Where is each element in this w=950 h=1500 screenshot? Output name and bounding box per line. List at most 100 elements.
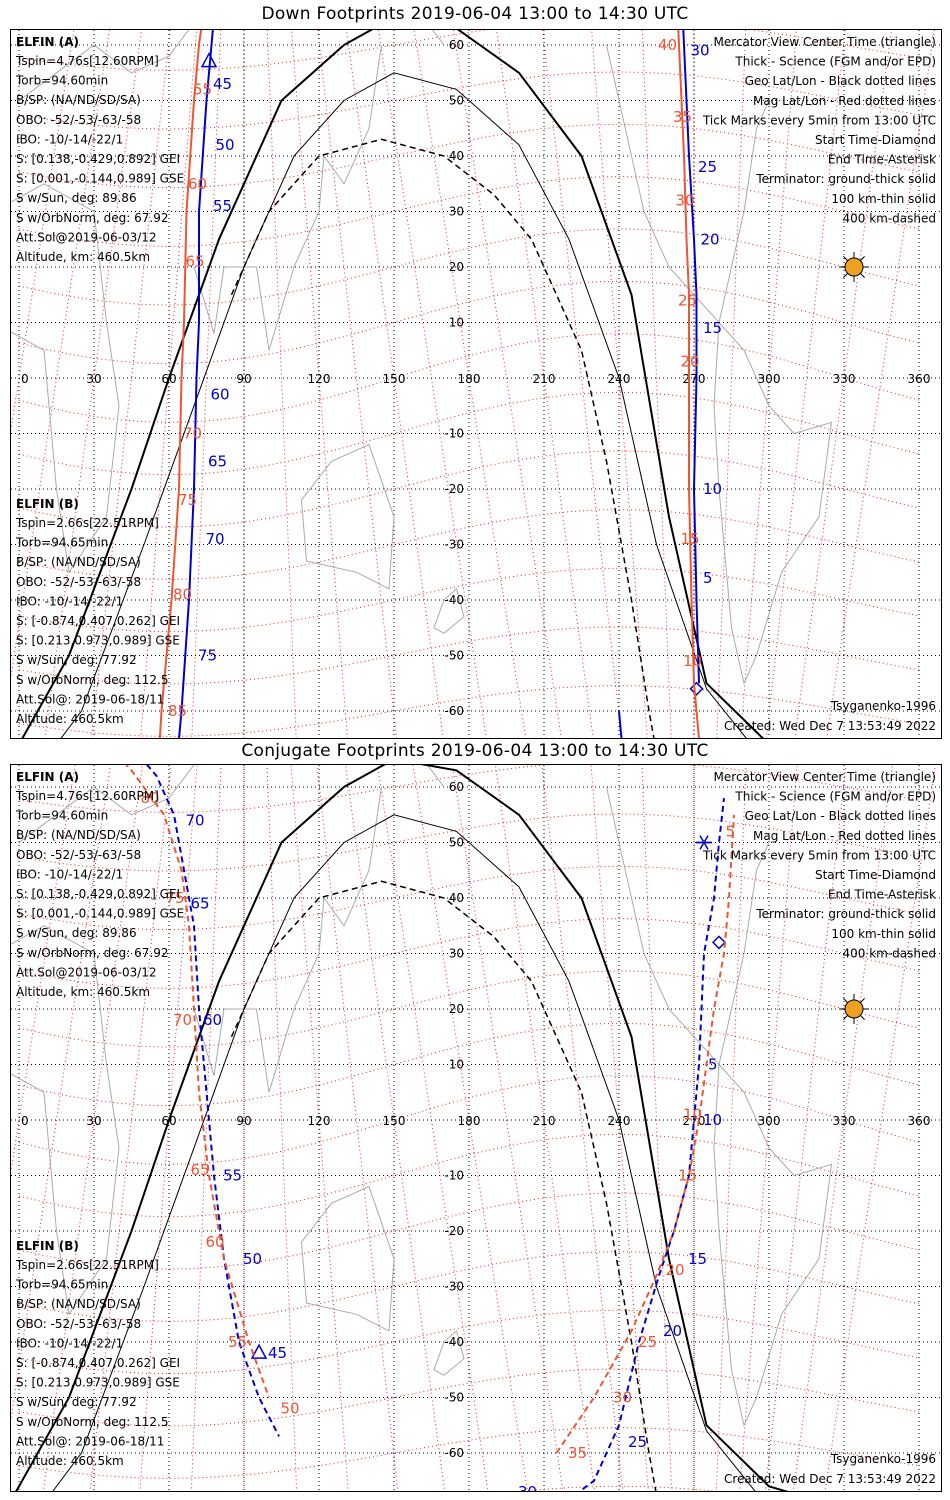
mag-lon-line (316, 765, 399, 1491)
elfin-b-tick-label: 35 (673, 108, 692, 126)
elfin-b-info-line: B/SP: (NA/ND/SD/SA) (16, 555, 141, 569)
x-tick-label: 150 (383, 372, 406, 386)
elfin-b-tick-label: 25 (678, 291, 697, 309)
legend-line: Geo Lat/Lon - Black dotted lines (745, 809, 936, 823)
elfin-b-info-line: Att.Sol@: 2019-06-18/11 (16, 692, 164, 706)
coastline (433, 587, 465, 634)
elfin-a-info-line: S: [0.138,-0.429,0.892] GEI (16, 152, 180, 166)
y-tick-label: -20 (444, 1224, 464, 1238)
sun-ray (843, 273, 848, 278)
legend-line: 400 km-dashed (842, 211, 936, 225)
x-tick-label: 240 (608, 1114, 631, 1128)
y-tick-label: 50 (449, 94, 464, 108)
elfin-b-tick-label: 80 (141, 789, 160, 807)
x-tick-label: 270 (683, 1114, 706, 1128)
legend-line: Thick - Science (FGM and/or EPD) (734, 55, 936, 69)
elfin-a-info-line: Att.Sol@2019-06-03/12 (16, 965, 157, 979)
elfin-b-tick-label: 60 (188, 175, 207, 193)
elfin-a-info-line: B/SP: (NA/ND/SD/SA) (16, 93, 141, 107)
elfin-b-tick-label: 10 (683, 1105, 702, 1123)
model-credit: Tsyganenko-1996 (830, 1452, 936, 1466)
elfin-a-track (578, 797, 725, 1491)
legend-line: Mercator View Center Time (triangle) (714, 770, 936, 784)
elfin-b-info-line: OBO: -52/-53/-63/-58 (16, 575, 141, 589)
elfin-b-info-line: IBO: -10/-14/-22/1 (16, 1336, 123, 1350)
center-triangle-icon (200, 52, 218, 68)
elfin-b-tick-label: 55 (193, 80, 212, 98)
elfin-a-tick-label: 10 (703, 1111, 722, 1129)
x-tick-label: 180 (458, 1114, 481, 1128)
sun-disk (844, 999, 864, 1019)
elfin-a-tick-label: 50 (243, 1250, 262, 1268)
elfin-a-info-line: S w/OrbNorm, deg: 67.92 (16, 211, 168, 225)
coastline (713, 322, 833, 685)
elfin-a-info-line: S: [0.138,-0.429,0.892] GEI (16, 887, 180, 901)
elfin-a-tick-label: 10 (703, 480, 722, 498)
sun-ray (860, 998, 865, 1003)
center-triangle-icon (250, 1343, 268, 1359)
elfin-b-info-line: Tspin=2.66s[22.51RPM] (15, 1258, 159, 1272)
coastline (606, 786, 770, 1066)
y-tick-label: 40 (449, 149, 464, 163)
elfin-b-track (158, 30, 203, 738)
elfin-b-info-line: Torb=94.65min (15, 536, 108, 550)
mag-lat-line (18, 626, 920, 685)
elfin-a-info-line: Altitude, km: 460.5km (16, 985, 150, 999)
elfin-a-tick-label: 5 (708, 1056, 718, 1074)
coastline (301, 443, 395, 590)
x-tick-label: 150 (383, 1114, 406, 1128)
x-tick-label: 180 (458, 372, 481, 386)
elfin-b-tick-label: 80 (173, 585, 192, 603)
elfin-b-tick-label: 10 (683, 652, 702, 670)
elfin-b-info-line: S w/OrbNorm, deg: 112.5 (16, 673, 168, 687)
sun-ray (860, 1015, 865, 1020)
x-tick-label: 330 (833, 372, 856, 386)
elfin-a-tick-label: 50 (216, 136, 235, 154)
mag-lon-line (90, 30, 171, 738)
legend-line: Start Time-Diamond (815, 133, 936, 147)
elfin-b-tick-label: 20 (666, 1261, 685, 1279)
elfin-a-tick-label: 45 (213, 75, 232, 93)
coastlines (11, 30, 833, 685)
elfin-a-track (618, 710, 623, 738)
elfin-b-tick-label: 40 (658, 36, 677, 54)
x-tick-label: 0 (21, 1114, 29, 1128)
geo-grid (11, 30, 941, 738)
x-tick-label: 240 (608, 372, 631, 386)
mag-lon-line (641, 765, 673, 1491)
elfin-b-info-line: Tspin=2.66s[22.51RPM] (15, 516, 159, 530)
sun-ray (843, 256, 848, 261)
y-tick-label: -10 (444, 1169, 464, 1183)
elfin-b-tick-label: 15 (681, 530, 700, 548)
elfin-b-info-line: IBO: -10/-14/-22/1 (16, 594, 123, 608)
elfin-a-tick-label: 65 (208, 452, 227, 470)
panel-title-down: Down Footprints 2019-06-04 13:00 to 14:3… (261, 4, 689, 24)
elfin-b-heading: ELFIN (B) (16, 497, 79, 511)
elfin-a-info-line: S: [0.001,-0.144,0.989] GSE (16, 907, 184, 921)
mag-lon-line (541, 765, 624, 1491)
elfin-b-tick-label: 35 (568, 1444, 587, 1462)
x-tick-label: 60 (161, 1114, 176, 1128)
elfin-a-tick-label: 5 (703, 569, 713, 587)
elfin-b-info-line: Torb=94.65min (15, 1278, 108, 1292)
x-tick-label: 300 (758, 372, 781, 386)
elfin-a-tick-label: 20 (663, 1322, 682, 1340)
elfin-a-tick-label: 25 (698, 158, 717, 176)
y-tick-label: -60 (444, 704, 464, 718)
x-tick-label: 120 (308, 372, 331, 386)
elfin-a-info-line: Att.Sol@2019-06-03/12 (16, 230, 157, 244)
elfin-a-tick-label: 45 (268, 1344, 287, 1362)
mag-lat-line (18, 1192, 920, 1270)
elfin-b-tick-label: 5 (726, 822, 736, 840)
elfin-a-info-line: Altitude, km: 460.5km (16, 250, 150, 264)
mag-lat-line (18, 1368, 920, 1427)
elfin-b-info-line: B/SP: (NA/ND/SD/SA) (16, 1297, 141, 1311)
elfin-b-tick-label: 55 (228, 1333, 247, 1351)
elfin-b-tick-label: 65 (191, 1161, 210, 1179)
mag-lon-line (765, 30, 846, 738)
mag-lon-line (290, 765, 349, 1491)
elfin-b-track (677, 30, 700, 738)
mag-lon-line (42, 765, 144, 1491)
mag-lon-line (412, 765, 529, 1491)
mag-lon-line (794, 30, 893, 738)
